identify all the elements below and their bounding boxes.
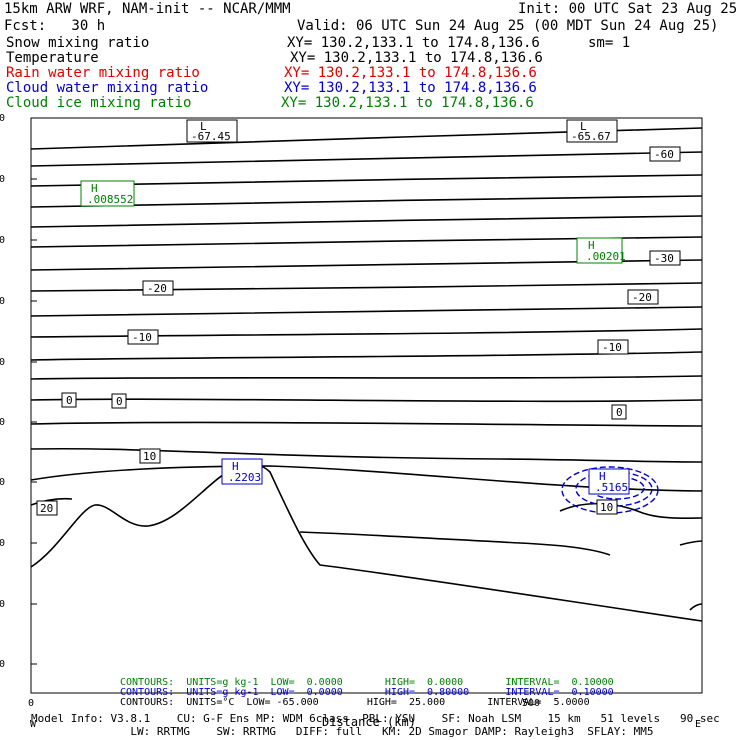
isotherm-label: -20 <box>147 282 167 295</box>
isotherm-label: 10 <box>143 450 156 463</box>
ice-high-label: H <box>588 239 595 252</box>
x-tick-0: 0 <box>28 698 35 709</box>
y-tick-500: 500 <box>0 357 6 368</box>
x-right-marker: E <box>695 719 702 730</box>
isotherm-label: 0 <box>116 395 123 408</box>
ice-high-value: .00201 <box>586 250 626 263</box>
cloud-water-high-value: .5165 <box>595 481 628 494</box>
footer-model-info: Model Info: V3.8.1 CU: G-F Ens MP: WDM 6… <box>31 712 720 725</box>
low-label: L <box>200 120 207 133</box>
ice-high-value: .008552 <box>87 193 133 206</box>
cloud-water-high-value: .2203 <box>228 471 261 484</box>
footer-physics-info: LW: RRTMG SW: RRTMG DIFF: full KM: 2D Sm… <box>31 725 654 738</box>
field-name-temperature: Temperature <box>6 50 99 66</box>
field-xy-cloud-water: XY= 130.2,133.1 to 174.8,136.6 <box>284 80 537 96</box>
y-tick-700: 700 <box>0 477 6 488</box>
contour-info-cloud-ice: CONTOURS: UNITS=g kg-1 LOW= 0.0000 HIGH=… <box>120 677 614 688</box>
contour-info-temperature: CONTOURS: UNITS=°C LOW= -65.000 HIGH= 25… <box>120 697 590 708</box>
x-left-marker: W <box>30 719 37 730</box>
valid-time: Valid: 06 UTC Sun 24 Aug 25 (00 MDT Sun … <box>297 18 719 34</box>
field-xy-rain: XY= 130.2,133.1 to 174.8,136.6 <box>284 65 537 81</box>
y-tick-400: 400 <box>0 296 6 307</box>
isotherm-label: 0 <box>66 394 73 407</box>
y-tick-1000: 1000 <box>0 659 6 670</box>
low-value-label: -65.67 <box>571 130 611 143</box>
field-xy-temperature: XY= 130.2,133.1 to 174.8,136.6 <box>290 50 543 66</box>
y-axis-ticks <box>31 117 37 665</box>
contour-label-texts: L -67.45 L -65.67 -60 -30 -20 -20 -10 -1… <box>40 120 674 515</box>
field-name-cloud-water: Cloud water mixing ratio <box>6 80 209 96</box>
isotherm-label: 20 <box>40 502 53 515</box>
forecast-hour: Fcst: 30 h <box>4 18 106 34</box>
cloud-water-high-label: H <box>232 460 239 473</box>
y-tick-600: 600 <box>0 417 6 428</box>
cloud-water-high-label: H <box>599 470 606 483</box>
isotherm-label: -20 <box>632 291 652 304</box>
isotherm-label: -60 <box>654 148 674 161</box>
contour-info-cloud-water: CONTOURS: UNITS=g kg-1 LOW= 0.0000 HIGH=… <box>120 687 614 698</box>
field-name-rain: Rain water mixing ratio <box>6 65 200 81</box>
y-tick-300: 300 <box>0 235 6 246</box>
field-extra-snow: sm= 1 <box>588 35 631 51</box>
isotherm-label: -10 <box>602 341 622 354</box>
low-value-label: -67.45 <box>191 130 231 143</box>
y-tick-200: 200 <box>0 174 6 185</box>
extrema-texts: H .008552 H .00201 H .2203 H .5165 <box>87 182 628 494</box>
low-label: L <box>580 120 587 133</box>
x-tick-500: 500 <box>522 698 541 709</box>
field-name-snow: Snow mixing ratio <box>6 35 150 51</box>
init-time: Init: 00 UTC Sat 23 Aug 25 <box>518 1 738 17</box>
y-tick-100: 100 <box>0 113 6 124</box>
contour-label-boxes <box>36 119 681 516</box>
field-xy-snow: XY= 130.2,133.1 to 174.8,136.6 <box>287 35 540 51</box>
isotherm-label: 10 <box>600 501 613 514</box>
x-axis-label: Distance (km) <box>322 715 416 729</box>
field-xy-cloud-ice: XY= 130.2,133.1 to 174.8,136.6 <box>281 95 534 111</box>
y-tick-800: 800 <box>0 538 6 549</box>
isotherm-label: -30 <box>654 252 674 265</box>
plot-frame <box>30 117 703 694</box>
extrema-boxes <box>80 180 630 495</box>
model-title: 15km ARW WRF, NAM-init -- NCAR/MMM <box>4 1 291 17</box>
isotherm-label: 0 <box>616 406 623 419</box>
y-tick-900: 900 <box>0 599 6 610</box>
ice-high-label: H <box>91 182 98 195</box>
isotherm-label: -10 <box>132 331 152 344</box>
field-name-cloud-ice: Cloud ice mixing ratio <box>6 95 192 111</box>
